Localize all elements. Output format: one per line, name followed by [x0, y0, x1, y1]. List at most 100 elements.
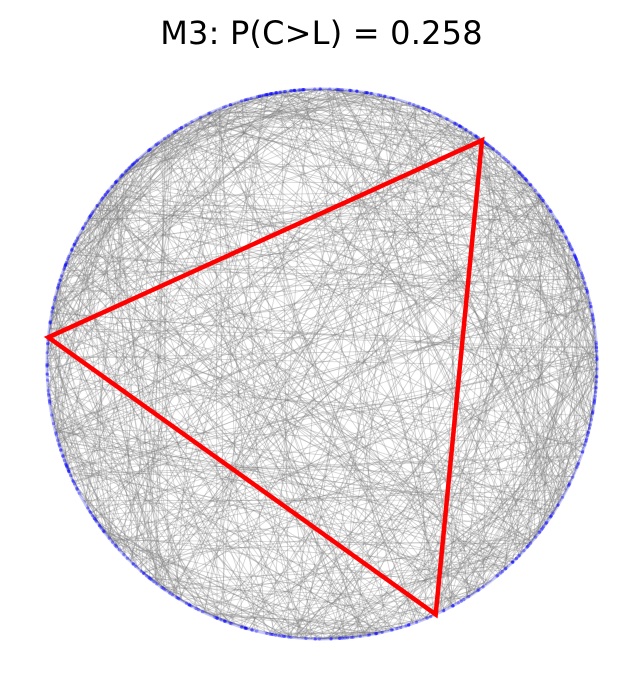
chord: [476, 136, 560, 504]
chord-endpoint: [541, 525, 546, 529]
chord: [216, 109, 494, 150]
chord: [95, 122, 190, 208]
chord: [582, 406, 595, 452]
chord-endpoint: [579, 271, 584, 275]
chord-endpoint: [145, 574, 149, 578]
chord: [381, 95, 559, 506]
chord-endpoint: [51, 421, 56, 426]
chord-endpoint: [58, 278, 62, 282]
chord-endpoint: [125, 168, 129, 173]
chord-endpoint: [73, 242, 77, 246]
chord-endpoint: [551, 511, 555, 515]
chord: [223, 106, 598, 358]
chord: [51, 312, 597, 359]
chord: [267, 94, 419, 108]
chord-endpoint: [199, 115, 203, 119]
chord: [48, 334, 578, 467]
chord: [296, 635, 362, 639]
chord-endpoint: [569, 245, 573, 249]
chord-endpoint: [194, 606, 198, 611]
chord: [468, 589, 479, 597]
chord-endpoint: [54, 433, 58, 437]
chord: [330, 615, 432, 640]
chord: [336, 88, 372, 94]
chord: [215, 110, 218, 619]
chord: [371, 416, 593, 635]
chord-endpoint: [556, 221, 560, 225]
chord-endpoint: [215, 616, 219, 620]
chord: [411, 208, 550, 625]
chord: [85, 92, 367, 224]
chord: [79, 494, 220, 620]
chord-endpoint: [301, 88, 305, 92]
chord-endpoint: [97, 523, 101, 528]
chord-endpoint: [592, 401, 596, 405]
chord-endpoint: [522, 549, 526, 553]
chord: [206, 114, 543, 201]
chord-endpoint: [131, 562, 135, 566]
chord: [554, 218, 597, 385]
chord: [46, 230, 564, 370]
chord: [266, 94, 587, 290]
chord-endpoint: [105, 191, 109, 195]
chord: [212, 615, 413, 625]
chord: [504, 206, 549, 570]
chord: [136, 132, 472, 568]
chord-endpoint: [141, 571, 146, 575]
chord: [415, 105, 581, 270]
chord: [70, 252, 551, 519]
chord-endpoint: [349, 635, 353, 640]
chord: [60, 276, 348, 639]
chord-endpoint: [131, 163, 135, 167]
chord: [229, 104, 481, 140]
chord: [64, 284, 586, 462]
chord: [55, 187, 534, 434]
chord: [114, 354, 598, 546]
chord: [205, 102, 408, 116]
chord-endpoint: [261, 93, 265, 97]
chord-endpoint: [48, 400, 52, 404]
chord: [530, 456, 582, 543]
chord-endpoint: [585, 288, 589, 293]
chord: [66, 261, 393, 631]
chord-endpoint: [219, 618, 223, 622]
chord-endpoint: [92, 517, 97, 521]
chord: [271, 278, 584, 635]
chord-endpoint: [57, 282, 61, 286]
chord: [136, 200, 544, 568]
chord-endpoint: [245, 626, 249, 631]
chord: [217, 617, 281, 637]
chord-endpoint: [187, 603, 191, 607]
chord-endpoint: [188, 603, 192, 607]
chord: [62, 168, 517, 275]
chord: [588, 371, 598, 430]
chord: [102, 91, 282, 199]
chord: [255, 96, 591, 426]
chord: [65, 239, 568, 265]
chord: [95, 520, 106, 533]
chord: [273, 92, 547, 524]
chord: [51, 312, 597, 356]
chord-endpoint: [148, 147, 152, 152]
chord: [362, 302, 591, 637]
chord: [520, 173, 597, 347]
chord: [95, 206, 576, 257]
chord: [212, 115, 442, 617]
chord: [58, 92, 368, 285]
chord-endpoint: [355, 89, 359, 93]
chord: [545, 204, 588, 438]
chord: [362, 91, 598, 365]
chord-endpoint: [364, 91, 369, 95]
chord: [115, 127, 182, 183]
chord: [165, 589, 179, 599]
chord: [219, 95, 263, 620]
chord: [575, 262, 578, 470]
chord-endpoint: [53, 298, 57, 302]
chord-endpoint: [313, 637, 317, 641]
chord: [200, 114, 438, 118]
chord: [84, 162, 136, 504]
chord-endpoint: [474, 134, 478, 138]
chord: [480, 139, 544, 528]
chord: [557, 343, 597, 507]
